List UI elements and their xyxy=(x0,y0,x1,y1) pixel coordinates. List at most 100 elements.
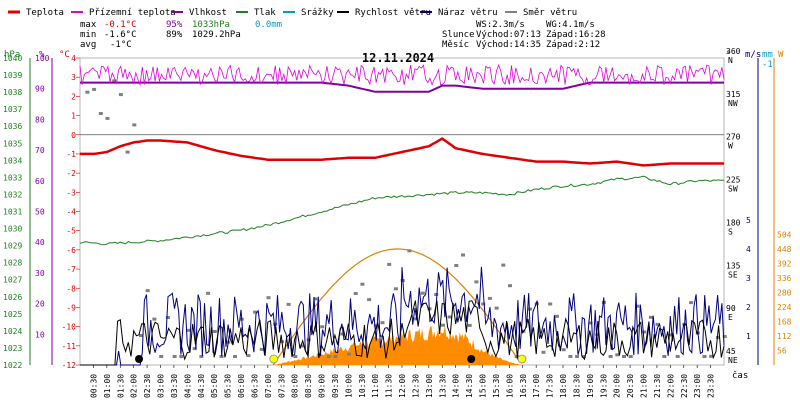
wind-dir-point xyxy=(373,324,378,328)
legend-temp: Teplota xyxy=(8,8,64,18)
sun-sunset-marker xyxy=(517,354,527,364)
wind-dir-point xyxy=(575,355,580,358)
tick-temp-4: 4 xyxy=(71,54,76,63)
wind-dir-point xyxy=(347,352,351,356)
tick-hum-10: 10 xyxy=(35,330,45,339)
tick-time-10:00: 10:00 xyxy=(344,374,353,398)
rain-axis-tick: -1 xyxy=(762,60,773,70)
tick-dir-name-S: S xyxy=(728,227,733,236)
wind-dir-point xyxy=(306,338,311,342)
wind-dir-point xyxy=(273,322,278,326)
tick-dir-deg-180: 180 xyxy=(726,218,741,227)
tick-temp--8: -8 xyxy=(66,284,76,293)
stat-min-hum: 89% xyxy=(166,30,183,40)
wind-dir-point xyxy=(675,355,680,358)
tick-hum-60: 60 xyxy=(35,177,45,186)
wind-dir-point xyxy=(467,323,472,327)
axis-units: hPa % °C ° m/s mm W -1 čas xyxy=(4,50,784,381)
tick-time-07:00: 07:00 xyxy=(264,374,273,398)
tick-hum-40: 40 xyxy=(35,238,45,247)
stat-rain: 0.0mm xyxy=(255,20,282,30)
plot-frame xyxy=(79,57,725,366)
wind-dir-point xyxy=(548,302,553,306)
wind-dir-point xyxy=(635,304,640,308)
wind-dir-point xyxy=(326,355,331,358)
tick-time-18:00: 18:00 xyxy=(559,374,568,398)
series-dewpoint-line xyxy=(79,63,725,87)
wind-dir-point xyxy=(206,291,211,295)
series-wind-speed-line xyxy=(80,300,725,366)
tick-hpa-1040: 1040 xyxy=(3,54,22,63)
wind-dir-point xyxy=(360,282,365,286)
axes-layer: 1022102310241025102610271028102910301031… xyxy=(3,47,792,398)
wind-dir-point xyxy=(132,123,137,127)
tick-time-08:00: 08:00 xyxy=(291,374,300,398)
tick-dir-deg-360: 360 xyxy=(726,47,741,56)
wind-dir-point xyxy=(608,355,613,358)
wind-dir-point xyxy=(259,347,264,351)
tick-time-19:30: 19:30 xyxy=(599,374,608,398)
wind-dir-point xyxy=(98,112,103,115)
wind-dir-point xyxy=(541,350,546,354)
tick-time-01:00: 01:00 xyxy=(103,374,112,398)
tick-time-02:30: 02:30 xyxy=(143,374,152,398)
wind-dir-point xyxy=(313,297,318,301)
tick-time-14:30: 14:30 xyxy=(465,374,474,398)
wind-dir-point xyxy=(420,291,425,295)
tick-time-20:00: 20:00 xyxy=(613,374,622,398)
solar-measured-area xyxy=(273,324,522,365)
tick-temp-0: 0 xyxy=(71,131,76,140)
axis-unit-dir: ° xyxy=(726,50,731,60)
wind-dir-point xyxy=(333,355,338,358)
tick-time-09:30: 09:30 xyxy=(331,374,340,398)
tick-hum-80: 80 xyxy=(35,115,45,124)
legend-label-hum: Vlhkost xyxy=(189,8,227,18)
tick-hum-20: 20 xyxy=(35,300,45,309)
wind-dir-point xyxy=(461,253,465,257)
tick-temp--5: -5 xyxy=(66,227,76,236)
tick-time-13:00: 13:00 xyxy=(425,374,434,398)
tick-hum-70: 70 xyxy=(35,146,45,155)
wind-dir-point xyxy=(709,354,714,358)
legend-label-dir: Směr větru xyxy=(523,8,577,18)
wind-dir-point xyxy=(534,302,539,306)
tick-dir-deg-270: 270 xyxy=(726,133,741,142)
tick-hpa-1032: 1032 xyxy=(3,190,22,199)
tick-hpa-1024: 1024 xyxy=(3,327,22,336)
moon-moonset-marker xyxy=(135,355,144,363)
tick-solar-336: 336 xyxy=(777,274,792,283)
tick-time-21:00: 21:00 xyxy=(640,374,649,398)
wind-dir-point xyxy=(300,344,304,348)
series-gust-line xyxy=(80,266,725,366)
legend-gust: Náraz větru xyxy=(420,8,498,18)
tick-hpa-1038: 1038 xyxy=(3,88,22,97)
tick-hpa-1034: 1034 xyxy=(3,156,22,165)
tick-time-11:30: 11:30 xyxy=(385,374,394,398)
wind-dir-point xyxy=(393,287,398,291)
legend-press: Tlak xyxy=(236,8,276,18)
wind-dir-point xyxy=(648,315,653,319)
wind-dir-point xyxy=(172,355,177,358)
wind-dir-point xyxy=(722,335,727,338)
tick-temp--11: -11 xyxy=(62,342,77,351)
tick-dir-name-NW: NW xyxy=(728,99,738,108)
tick-time-23:00: 23:00 xyxy=(693,374,702,398)
wind-dir-point xyxy=(508,284,512,288)
time-axis-label: čas xyxy=(732,370,748,381)
wind-dir-point xyxy=(554,314,559,318)
tick-temp-1: 1 xyxy=(71,112,76,121)
wind-dir-point xyxy=(615,353,620,357)
tick-time-06:30: 06:30 xyxy=(250,374,259,398)
tick-time-23:30: 23:30 xyxy=(707,374,716,398)
tick-hum-100: 100 xyxy=(35,54,50,63)
tick-hpa-1030: 1030 xyxy=(3,225,22,234)
tick-solar-56: 56 xyxy=(777,347,787,356)
tick-temp--9: -9 xyxy=(66,303,76,312)
tick-time-11:00: 11:00 xyxy=(371,374,380,398)
tick-time-08:30: 08:30 xyxy=(304,374,313,398)
tick-time-15:30: 15:30 xyxy=(492,374,501,398)
sun-moon-block: WS:2.3m/s WG:4.1m/s Slunce Východ:07:13 … xyxy=(442,20,606,50)
tick-time-14:00: 14:00 xyxy=(452,374,461,398)
tick-dir-name-SW: SW xyxy=(728,185,738,194)
axis-unit-hpa: hPa xyxy=(4,50,20,60)
